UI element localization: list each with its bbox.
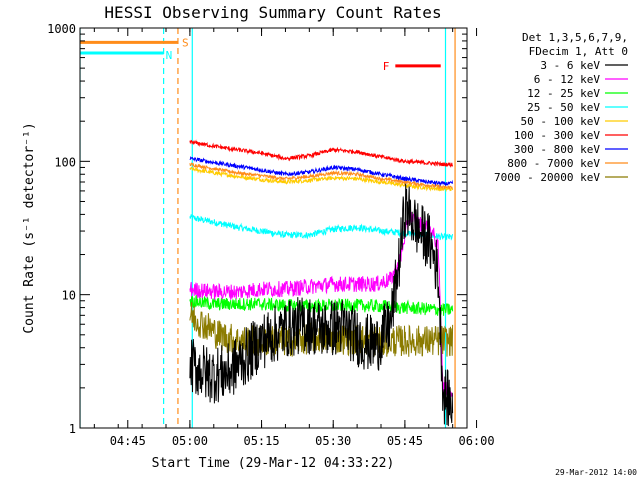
legend-label-2: 12 - 25 keV — [527, 87, 600, 100]
legend-label-4: 50 - 100 keV — [521, 115, 601, 128]
flag-label-2: F — [383, 60, 390, 73]
y-tick-label-3: 1000 — [47, 22, 76, 36]
x-tick-label-3: 05:30 — [315, 434, 351, 448]
x-tick-label-2: 05:15 — [243, 434, 279, 448]
legend-label-1: 6 - 12 keV — [534, 73, 601, 86]
y-tick-label-1: 10 — [62, 289, 76, 303]
series-line-1 — [189, 212, 454, 402]
x-axis-label: Start Time (29-Mar-12 04:33:22) — [152, 456, 395, 471]
x-tick-label-1: 05:00 — [172, 434, 208, 448]
legend-header-line-2: FDecim 1, Att 0 — [529, 45, 628, 58]
plot-frame — [79, 27, 468, 429]
x-tick-label-0: 04:45 — [110, 434, 146, 448]
legend-label-6: 300 - 800 keV — [514, 143, 600, 156]
flag-label-0: S — [182, 36, 189, 49]
legend-label-7: 800 - 7000 keV — [507, 157, 600, 170]
y-axis-label: Count Rate (s⁻¹ detector⁻¹) — [22, 122, 37, 333]
x-tick-label-5: 06:00 — [458, 434, 494, 448]
series-line-5 — [189, 139, 454, 168]
legend-label-0: 3 - 6 keV — [540, 59, 600, 72]
series-line-0 — [189, 183, 454, 427]
series-line-2 — [189, 294, 454, 316]
series-line-3 — [189, 214, 454, 241]
legend-label-3: 25 - 50 keV — [527, 101, 600, 114]
footer-date: 29-Mar-2012 14:00 — [555, 468, 637, 477]
x-tick-label-4: 05:45 — [387, 434, 423, 448]
chart-title: HESSI Observing Summary Count Rates — [104, 3, 441, 22]
y-tick-label-2: 100 — [54, 155, 76, 169]
series-line-7 — [189, 162, 453, 191]
y-tick-label-0: 1 — [69, 422, 76, 436]
legend: Det 1,3,5,6,7,9, FDecim 1, Att 0 3 - 6 k… — [494, 31, 628, 184]
legend-header-line-1: Det 1,3,5,6,7,9, — [522, 31, 628, 44]
legend-label-5: 100 - 300 keV — [514, 129, 600, 142]
legend-label-8: 7000 - 20000 keV — [494, 171, 600, 184]
flag-label-1: N — [166, 49, 173, 62]
series-line-6 — [189, 156, 454, 187]
